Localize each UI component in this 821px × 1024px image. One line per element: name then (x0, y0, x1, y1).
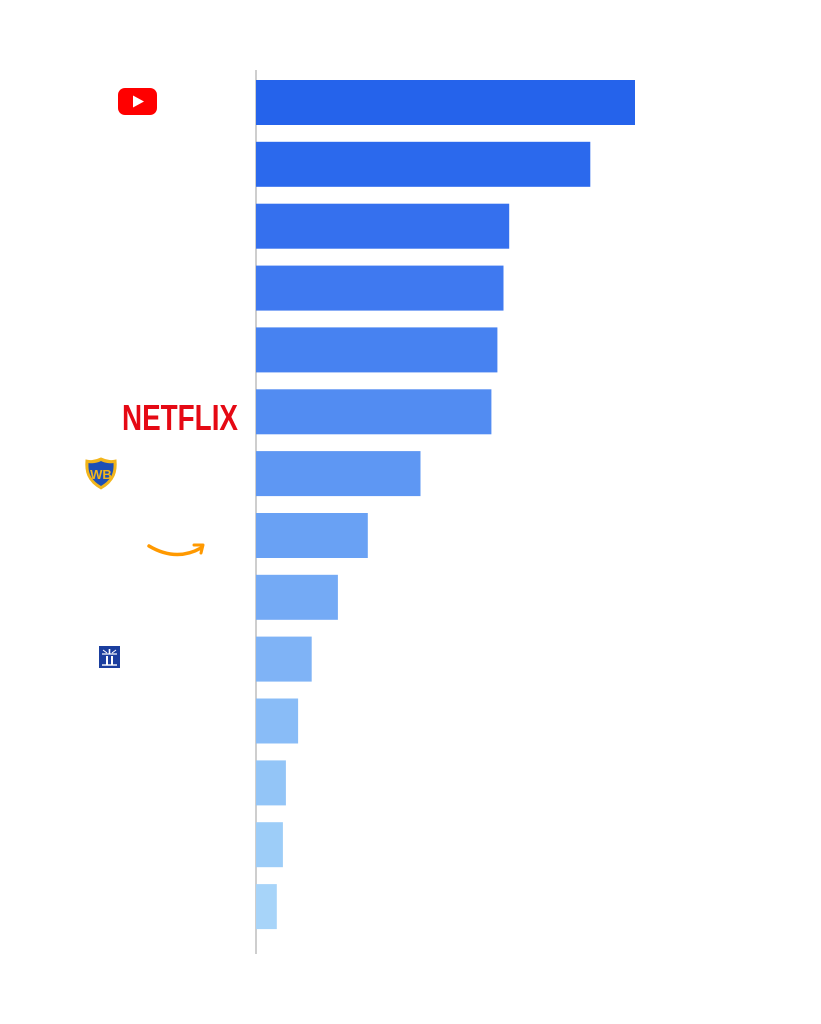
bar-10 (256, 636, 312, 682)
bar-6 (256, 389, 492, 435)
bar-12 (256, 760, 286, 806)
bar-8 (256, 513, 368, 558)
netflix-logo-icon: NETFLIX (122, 397, 238, 438)
bar-13 (256, 822, 283, 868)
bar-7 (256, 451, 421, 497)
warner-bros-letters: WB (90, 467, 112, 482)
warner-bros-logo-icon: WB (85, 457, 117, 490)
bar-1 (256, 80, 635, 125)
bar-2 (256, 141, 591, 187)
bar-11 (256, 698, 299, 744)
netflix-wordmark: NETFLIX (122, 397, 238, 438)
bar-5 (256, 327, 498, 373)
youtube-logo-icon (118, 88, 157, 115)
bars-group (256, 80, 635, 930)
bar-9 (256, 574, 338, 620)
lighthouse-logo-icon (99, 646, 120, 668)
bar-4 (256, 265, 504, 311)
amazon-smile-logo-icon (147, 543, 205, 557)
bar-3 (256, 203, 510, 249)
bar-14 (256, 884, 277, 930)
